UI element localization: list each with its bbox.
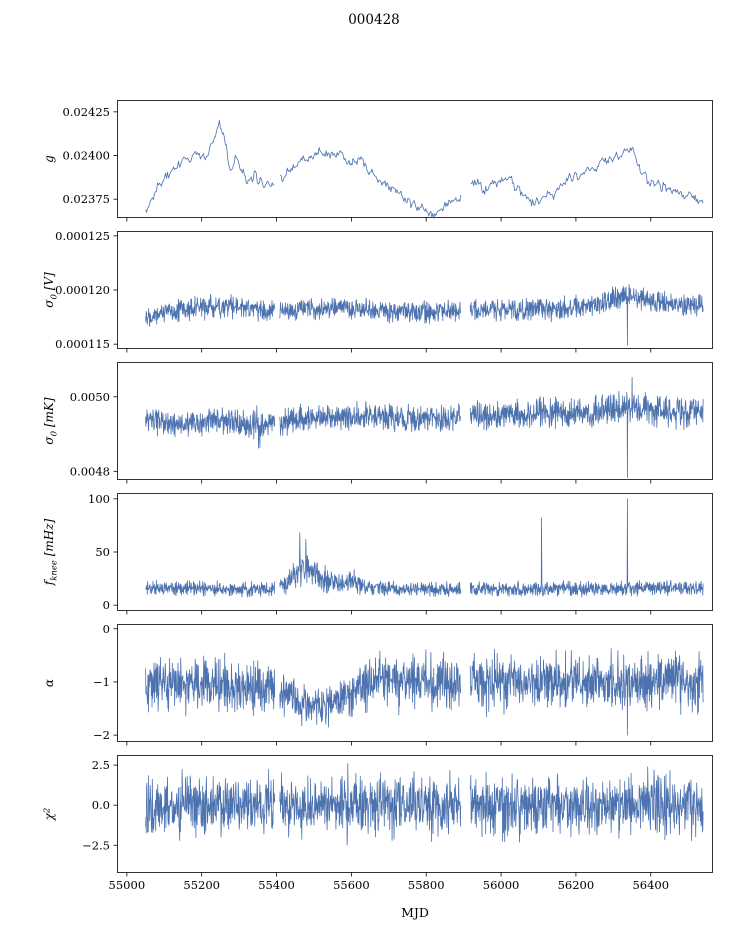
panel-chi2: −2.5 0.0 2.5 55000 55200 55400 55600 55800 56000… [0, 755, 748, 905]
svg-text:55400: 55400 [258, 878, 295, 892]
svg-text:0.02375: 0.02375 [62, 192, 110, 206]
svg-text:g: g [42, 155, 56, 163]
svg-text:0.000120: 0.000120 [55, 283, 110, 297]
panel-sigma0-v: 0.000115 0.000120 0.000125 σ0 [V] [0, 231, 748, 355]
panels-container: 0.02375 0.02400 0.02425 g 0.000115 0.000120 0… [0, 100, 748, 905]
svg-text:α: α [42, 679, 56, 687]
panel-fknee: 0 50 100 fknee [mHz] [0, 493, 748, 617]
svg-text:2.5: 2.5 [92, 758, 110, 772]
svg-text:0.000115: 0.000115 [55, 337, 110, 351]
svg-text:−2.5: −2.5 [82, 838, 110, 852]
svg-text:55200: 55200 [183, 878, 220, 892]
svg-text:σ0 [mK]: σ0 [mK] [42, 397, 60, 444]
svg-text:56400: 56400 [632, 878, 669, 892]
panel-svg: −2 −1 0 α [42, 624, 713, 746]
panel-svg: 0 50 100 fknee [mHz] [42, 493, 713, 615]
svg-text:50: 50 [95, 545, 110, 559]
svg-text:fknee [mHz]: fknee [mHz] [42, 518, 60, 586]
svg-text:0.02425: 0.02425 [62, 105, 110, 119]
panel-sigma0-mk: 0.0048 0.0050 σ0 [mK] [0, 362, 748, 486]
svg-text:−2: −2 [93, 728, 110, 742]
svg-text:100: 100 [88, 493, 110, 506]
svg-text:0.0050: 0.0050 [70, 390, 110, 404]
svg-text:χ2: χ2 [42, 808, 56, 822]
panel-g: 0.02375 0.02400 0.02425 g [0, 100, 748, 224]
svg-text:0: 0 [103, 624, 110, 636]
svg-text:55600: 55600 [333, 878, 370, 892]
svg-text:56000: 56000 [483, 878, 520, 892]
svg-text:σ0 [V]: σ0 [V] [42, 272, 60, 308]
figure-title: 000428 [348, 12, 400, 28]
x-axis-label: MJD [401, 905, 429, 920]
svg-text:−1: −1 [93, 675, 110, 689]
panel-alpha: −2 −1 0 α [0, 624, 748, 748]
svg-text:0.0: 0.0 [92, 798, 110, 812]
panel-svg: −2.5 0.0 2.5 55000 55200 55400 55600 55800 56000… [42, 755, 713, 892]
panel-svg: 0.000115 0.000120 0.000125 σ0 [V] [42, 231, 713, 353]
svg-text:0.02400: 0.02400 [62, 149, 110, 163]
svg-text:0.000125: 0.000125 [55, 231, 110, 243]
svg-text:56200: 56200 [558, 878, 595, 892]
svg-text:55800: 55800 [408, 878, 445, 892]
panel-svg: 0.0048 0.0050 σ0 [mK] [42, 362, 713, 484]
svg-text:55000: 55000 [109, 878, 146, 892]
svg-text:0.0048: 0.0048 [70, 464, 110, 478]
panel-svg: 0.02375 0.02400 0.02425 g [42, 100, 713, 222]
svg-text:0: 0 [103, 598, 110, 612]
